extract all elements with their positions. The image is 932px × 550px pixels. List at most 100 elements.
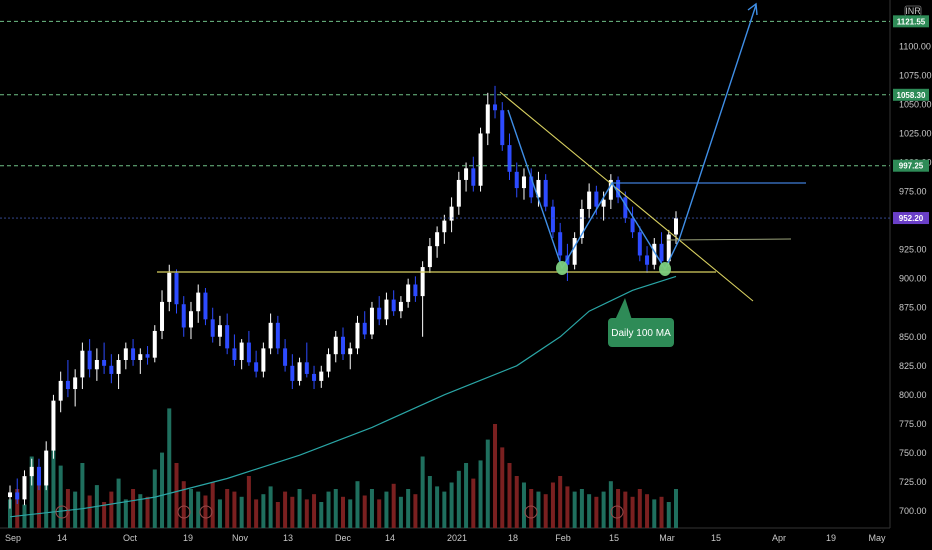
- candle-body: [341, 336, 345, 355]
- candle-body: [123, 348, 128, 360]
- volume-bar: [623, 491, 628, 528]
- volume-bar: [51, 447, 56, 528]
- volume-bar: [123, 499, 128, 528]
- arrow-head-icon: [747, 2, 758, 16]
- volume-bar: [341, 496, 345, 528]
- candle-body: [319, 371, 324, 381]
- candle-body: [674, 218, 678, 235]
- volume-bar: [500, 447, 505, 528]
- candle-body: [167, 272, 172, 302]
- volume-bar: [275, 502, 280, 528]
- candle-body: [478, 133, 483, 186]
- candle-body: [579, 208, 584, 239]
- volume-bar: [167, 408, 172, 528]
- x-tick-label: Mar: [659, 533, 675, 543]
- y-tick-label: 700.00: [899, 506, 927, 516]
- candle-body: [587, 191, 592, 209]
- volume-bar: [659, 496, 664, 528]
- volume-bar: [666, 502, 671, 528]
- volume-bar: [196, 491, 201, 528]
- volume-bar: [594, 496, 599, 528]
- candle-body: [102, 359, 107, 366]
- candle-body: [485, 104, 490, 134]
- volume-bar: [529, 489, 534, 528]
- candle-body: [471, 168, 476, 186]
- candle-body: [232, 348, 237, 360]
- y-tick-label: 850.00: [899, 332, 927, 342]
- candle-body: [500, 110, 505, 146]
- x-tick-label: 13: [283, 533, 293, 543]
- y-tick-label: 1050.00: [899, 99, 932, 109]
- bottom-marker: [556, 261, 568, 275]
- volume-bar: [514, 476, 519, 528]
- volume-bar: [456, 470, 461, 528]
- ma-annotation-box: [608, 318, 674, 347]
- candle-body: [217, 325, 222, 337]
- y-tick-label: 925.00: [899, 245, 927, 255]
- volume-bar: [355, 481, 360, 528]
- volume-bar: [601, 491, 606, 528]
- candle-body: [616, 179, 621, 198]
- volume-bar: [637, 489, 642, 528]
- volume-bar: [427, 476, 432, 528]
- candle-body: [456, 179, 461, 207]
- volume-bar: [261, 494, 266, 528]
- volume-bar: [102, 502, 107, 528]
- y-tick-label: 1075.00: [899, 70, 932, 80]
- candle-body: [464, 168, 469, 180]
- candle-body: [435, 232, 440, 247]
- volume-bar: [152, 469, 157, 528]
- volume-bar: [58, 465, 63, 528]
- volume-bar: [565, 486, 570, 528]
- volume-bar: [420, 456, 425, 528]
- candle-body: [73, 377, 78, 390]
- candle-body: [131, 348, 136, 360]
- candle-body: [94, 359, 99, 370]
- volume-bar: [304, 499, 309, 528]
- volume-bar: [312, 494, 317, 528]
- volume-bar: [145, 496, 150, 528]
- candle-body: [145, 354, 150, 358]
- candle-body: [391, 299, 396, 312]
- candle-body: [413, 284, 418, 297]
- candle-body: [398, 301, 403, 312]
- callout-pointer: [615, 298, 632, 320]
- volume-bar: [442, 491, 447, 528]
- candle-body: [659, 243, 664, 262]
- candle-body: [51, 400, 56, 451]
- volume-bar: [80, 463, 85, 528]
- candle-body: [8, 492, 12, 498]
- candle-body: [297, 362, 302, 381]
- volume-bar: [8, 499, 12, 528]
- y-tick-label: 775.00: [899, 419, 927, 429]
- candle-body: [29, 466, 34, 477]
- volume-bar: [558, 476, 563, 528]
- y-tick-label: 750.00: [899, 448, 927, 458]
- candle-body: [355, 322, 360, 349]
- volume-bar: [210, 482, 215, 528]
- volume-bar: [471, 478, 476, 528]
- y-tick-label: 975.00: [899, 187, 927, 197]
- volume-bar: [406, 489, 411, 528]
- candle-body: [529, 176, 534, 198]
- volume-bar: [608, 481, 613, 528]
- candle-body: [15, 492, 20, 500]
- candle-body: [594, 191, 599, 207]
- candle-body: [239, 342, 244, 360]
- y-tick-label: 1100.00: [899, 41, 931, 51]
- volume-bar: [674, 489, 678, 528]
- candle-body: [326, 354, 331, 372]
- candle-body: [188, 311, 193, 328]
- volume-bar: [449, 482, 454, 528]
- candle-body: [348, 348, 353, 355]
- volume-bar: [232, 491, 237, 528]
- candle-body: [630, 218, 635, 233]
- volume-bar: [485, 439, 490, 528]
- candle-body: [384, 299, 389, 320]
- volume-bar: [225, 489, 230, 528]
- candle-body: [254, 362, 259, 372]
- ma100-line: [9, 275, 677, 518]
- candle-body: [666, 234, 671, 262]
- volume-bar: [507, 463, 512, 528]
- volume-bar: [521, 482, 526, 528]
